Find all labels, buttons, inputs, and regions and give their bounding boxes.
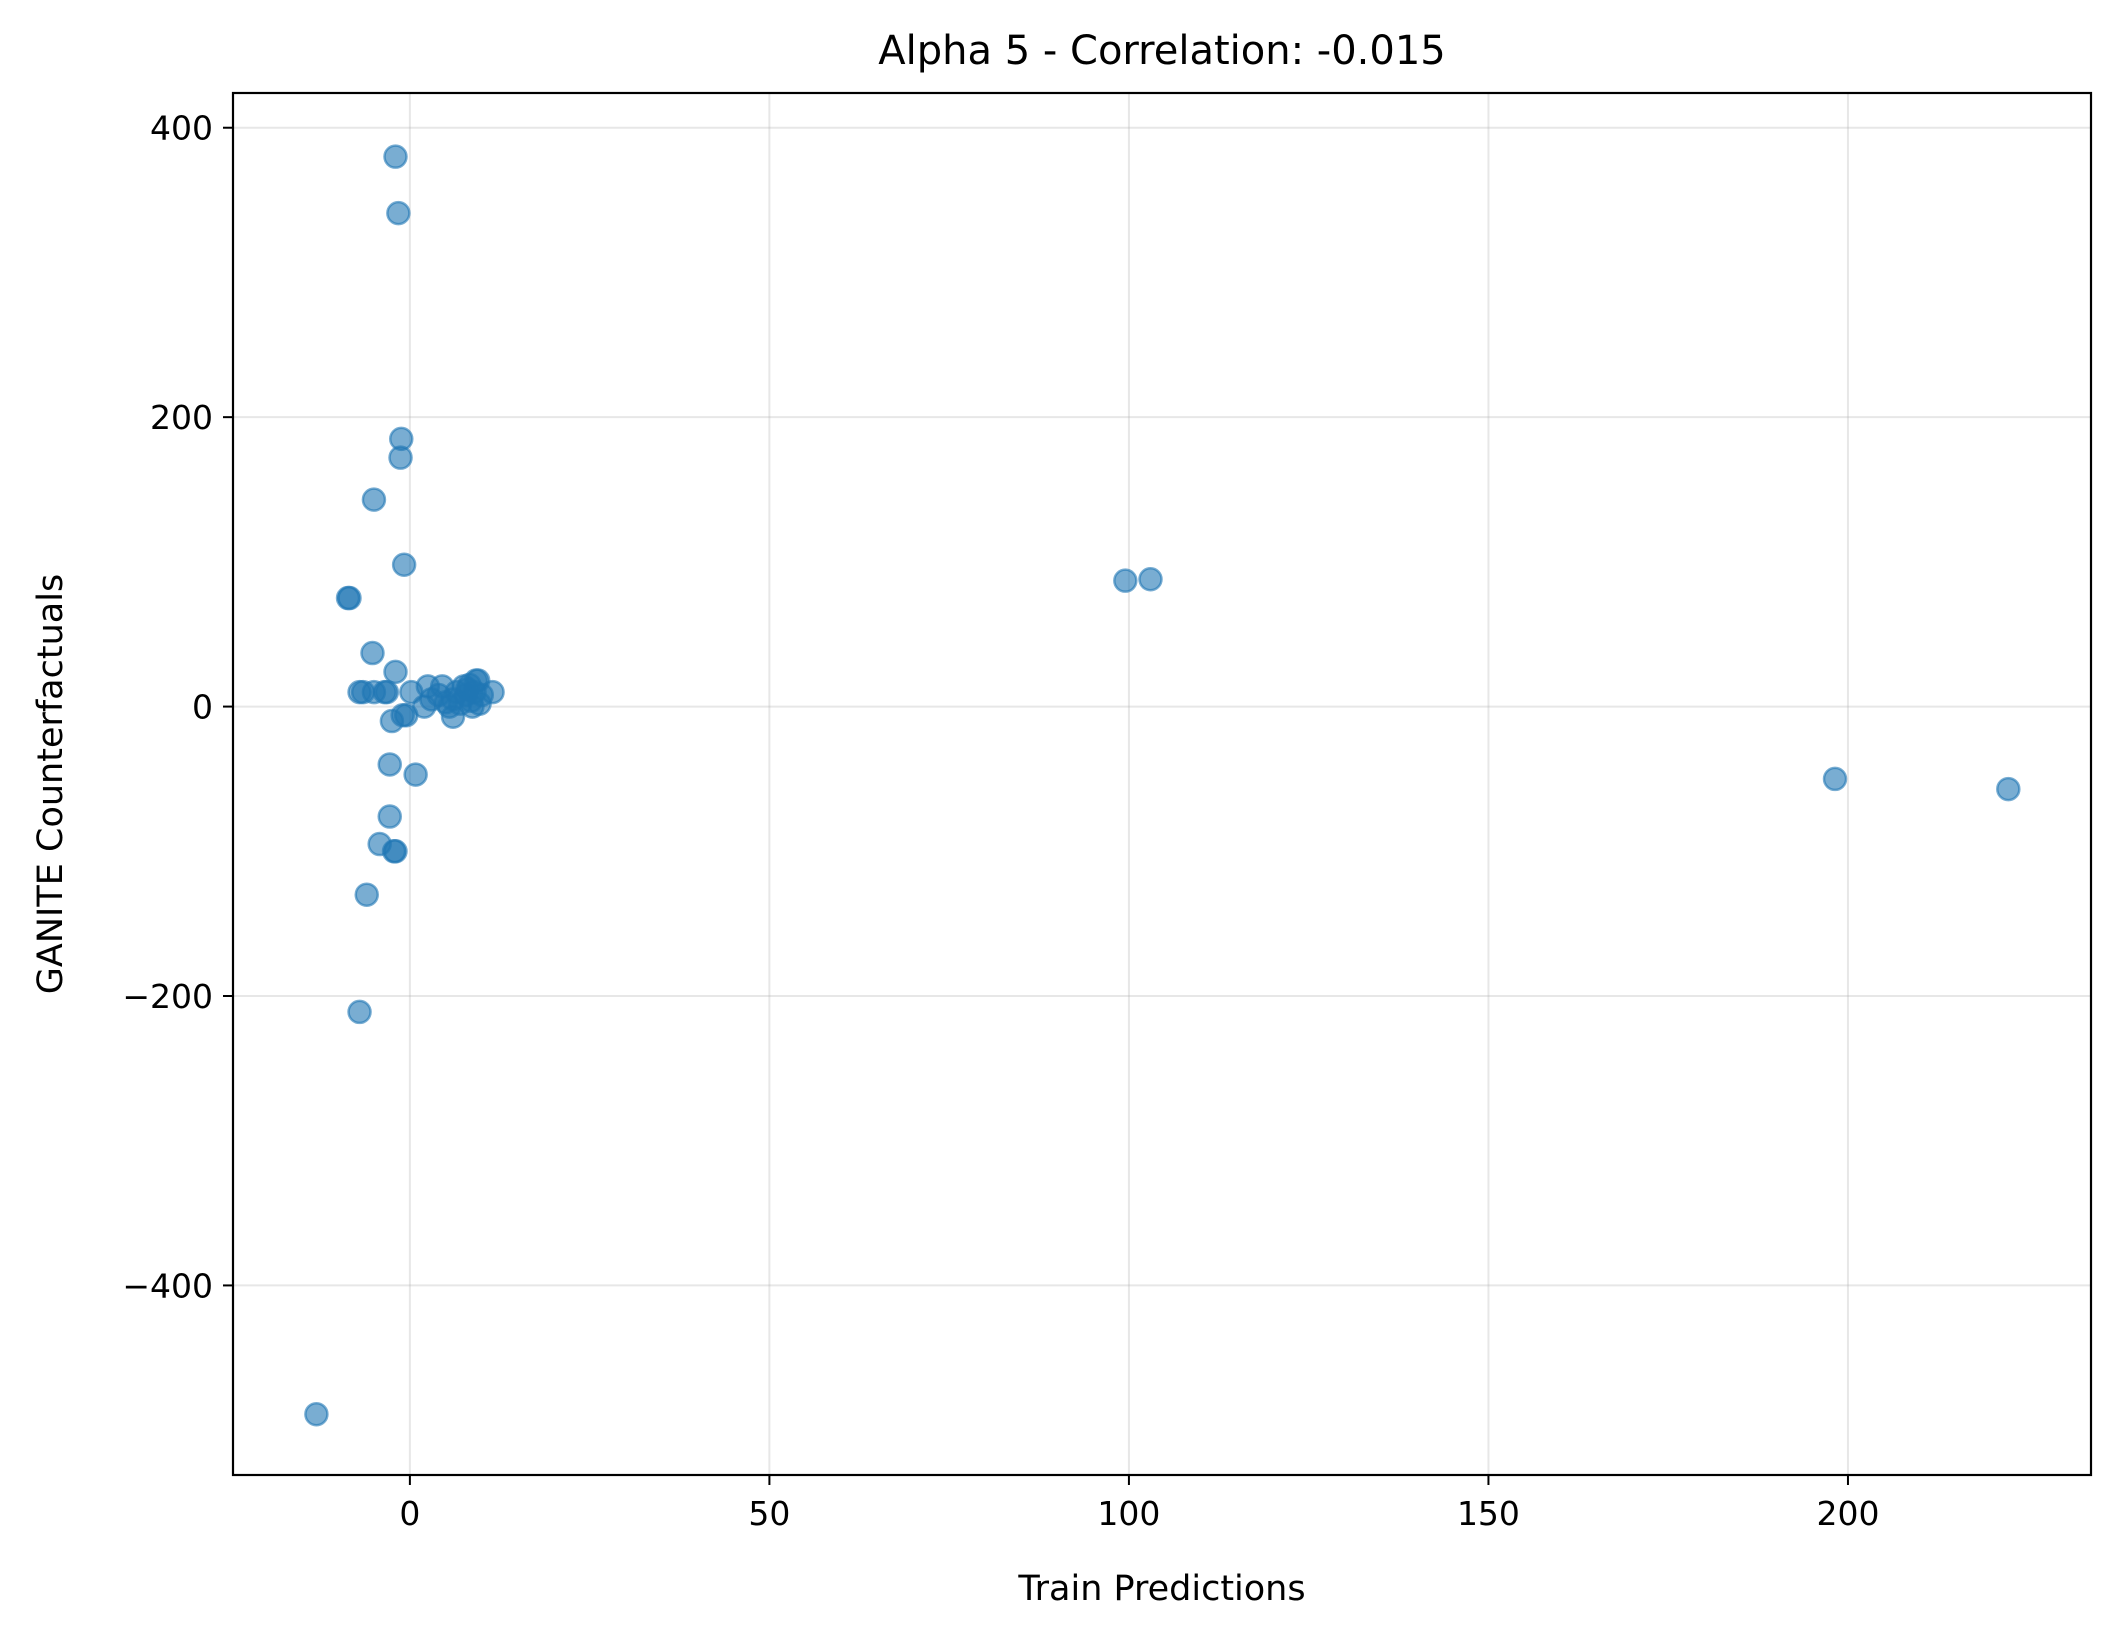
scatter-point — [377, 804, 403, 829]
y-tick-label: 200 — [150, 398, 213, 437]
scatter-point — [480, 679, 505, 705]
x-tick-label: 100 — [1097, 1494, 1160, 1533]
scatter-point — [386, 200, 411, 226]
plot-frame — [231, 91, 2093, 1477]
scatter-point — [360, 640, 385, 666]
scatter-point — [383, 839, 408, 864]
scatter-point — [391, 552, 417, 578]
y-tick-label: −200 — [122, 977, 213, 1016]
ticks-layer: 0 50 100 150 200 −400 −200 0 200 400 — [122, 109, 1879, 1533]
scatter-point — [374, 679, 400, 705]
scatter-point — [361, 487, 387, 512]
y-axis-label: GANITE Counterfactuals — [31, 574, 71, 994]
y-tick-label: 400 — [150, 109, 213, 148]
scatter-point — [354, 882, 379, 907]
scatter-point — [347, 999, 372, 1025]
scatter-point — [1138, 566, 1163, 592]
x-tick-label: 150 — [1457, 1494, 1520, 1533]
x-tick-label: 0 — [399, 1494, 420, 1533]
scatter-point — [383, 659, 408, 685]
scatter-point — [403, 762, 428, 787]
scatter-point — [383, 144, 408, 169]
scatter-point — [1996, 776, 2021, 802]
x-tick-label: 200 — [1816, 1494, 1879, 1533]
x-tick-label: 50 — [748, 1494, 790, 1533]
x-axis-label: Train Predictions — [1017, 1569, 1305, 1609]
y-tick-label: 0 — [192, 688, 213, 727]
grid-layer — [233, 93, 2091, 1475]
y-tick-label: −400 — [122, 1266, 213, 1305]
chart-title: Alpha 5 - Correlation: -0.015 — [878, 28, 1445, 74]
scatter-point — [1822, 766, 1848, 792]
scatter-point — [377, 752, 403, 777]
points-layer — [304, 144, 2021, 1427]
scatter-point — [337, 585, 362, 611]
scatter-point — [388, 445, 413, 470]
scatter-point — [304, 1401, 329, 1427]
scatter-point — [1113, 568, 1138, 593]
